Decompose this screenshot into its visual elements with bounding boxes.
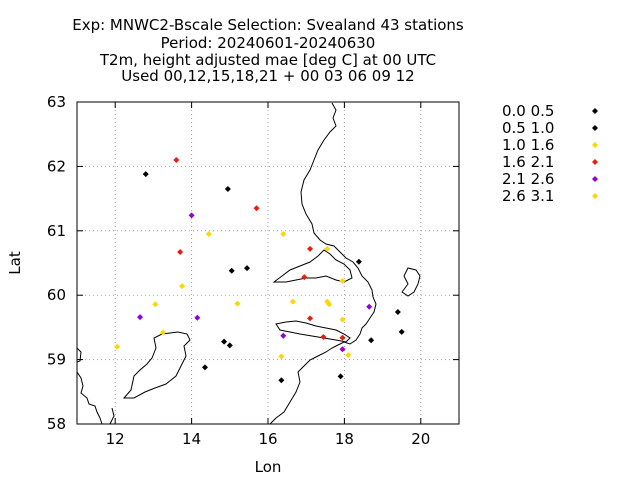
data-point bbox=[326, 301, 333, 308]
legend-label: 2.6 3.1 bbox=[502, 187, 554, 205]
data-point bbox=[324, 245, 331, 252]
data-point bbox=[179, 283, 186, 290]
data-point bbox=[278, 377, 285, 384]
data-point bbox=[320, 334, 327, 341]
data-point bbox=[339, 334, 346, 341]
legend-label: 0.0 0.5 bbox=[502, 102, 554, 120]
grid-lines bbox=[77, 101, 459, 425]
data-point bbox=[337, 373, 344, 380]
x-tick-label: 18 bbox=[335, 430, 354, 448]
x-tick-label: 16 bbox=[258, 430, 277, 448]
title-line-3: T2m, height adjusted mae [deg C] at 00 U… bbox=[99, 51, 436, 69]
legend-marker bbox=[592, 193, 598, 199]
data-point bbox=[394, 308, 401, 315]
legend-marker bbox=[592, 125, 598, 131]
data-point bbox=[307, 245, 314, 252]
data-point bbox=[173, 156, 180, 163]
data-point bbox=[339, 316, 346, 323]
data-points bbox=[114, 156, 405, 384]
x-tick-label: 12 bbox=[106, 430, 125, 448]
data-point bbox=[142, 171, 149, 178]
legend-label: 2.1 2.6 bbox=[502, 170, 554, 188]
data-point bbox=[278, 353, 285, 360]
data-point bbox=[243, 265, 250, 272]
x-tick-label: 20 bbox=[411, 430, 430, 448]
data-point bbox=[201, 364, 208, 371]
data-point bbox=[345, 352, 352, 359]
legend: 0.0 0.50.5 1.01.0 1.61.6 2.12.1 2.62.6 3… bbox=[502, 102, 598, 205]
data-point bbox=[177, 249, 184, 256]
data-point bbox=[228, 267, 235, 274]
legend-label: 1.0 1.6 bbox=[502, 136, 554, 154]
plot-frame bbox=[76, 101, 460, 425]
data-point bbox=[226, 342, 233, 349]
y-axis-label: Lat bbox=[6, 251, 24, 275]
x-axis-label: Lon bbox=[255, 458, 282, 476]
data-point bbox=[205, 231, 212, 238]
title-line-4: Used 00,12,15,18,21 + 00 03 06 09 12 bbox=[121, 67, 414, 85]
data-point bbox=[307, 315, 314, 322]
y-tick-label: 59 bbox=[47, 351, 66, 369]
data-point bbox=[366, 303, 373, 310]
data-point bbox=[368, 337, 375, 344]
title-line-1: Exp: MNWC2-Bscale Selection: Svealand 43… bbox=[72, 16, 464, 34]
data-point bbox=[289, 298, 296, 305]
legend-marker bbox=[592, 142, 598, 148]
legend-label: 1.6 2.1 bbox=[502, 153, 554, 171]
data-point bbox=[280, 231, 287, 238]
y-tick-label: 63 bbox=[47, 93, 66, 111]
coastline-map bbox=[76, 102, 421, 425]
data-point bbox=[224, 185, 231, 192]
data-point bbox=[280, 332, 287, 339]
y-tick-label: 61 bbox=[47, 222, 66, 240]
x-tick-labels: 12 14 16 18 20 bbox=[106, 430, 431, 448]
y-tick-label: 62 bbox=[47, 157, 66, 175]
data-point bbox=[188, 212, 195, 219]
y-tick-label: 60 bbox=[47, 286, 66, 304]
data-point bbox=[234, 300, 241, 307]
title-line-2: Period: 20240601-20240630 bbox=[161, 34, 376, 52]
data-point bbox=[301, 274, 308, 281]
data-point bbox=[159, 329, 166, 336]
data-point bbox=[152, 301, 159, 308]
data-point bbox=[253, 205, 260, 212]
y-tick-label: 58 bbox=[47, 415, 66, 433]
data-point bbox=[339, 278, 346, 285]
data-point bbox=[339, 346, 346, 353]
legend-marker bbox=[592, 108, 598, 114]
legend-marker bbox=[592, 176, 598, 182]
chart-title: Exp: MNWC2-Bscale Selection: Svealand 43… bbox=[72, 16, 464, 85]
data-point bbox=[355, 258, 362, 265]
y-tick-labels: 58 59 60 61 62 63 bbox=[47, 93, 66, 433]
data-point bbox=[194, 314, 201, 321]
x-tick-label: 14 bbox=[182, 430, 201, 448]
legend-marker bbox=[592, 159, 598, 165]
legend-label: 0.5 1.0 bbox=[502, 119, 554, 137]
data-point bbox=[137, 314, 144, 321]
data-point bbox=[398, 328, 405, 335]
data-point bbox=[221, 338, 228, 345]
data-point bbox=[114, 343, 121, 350]
